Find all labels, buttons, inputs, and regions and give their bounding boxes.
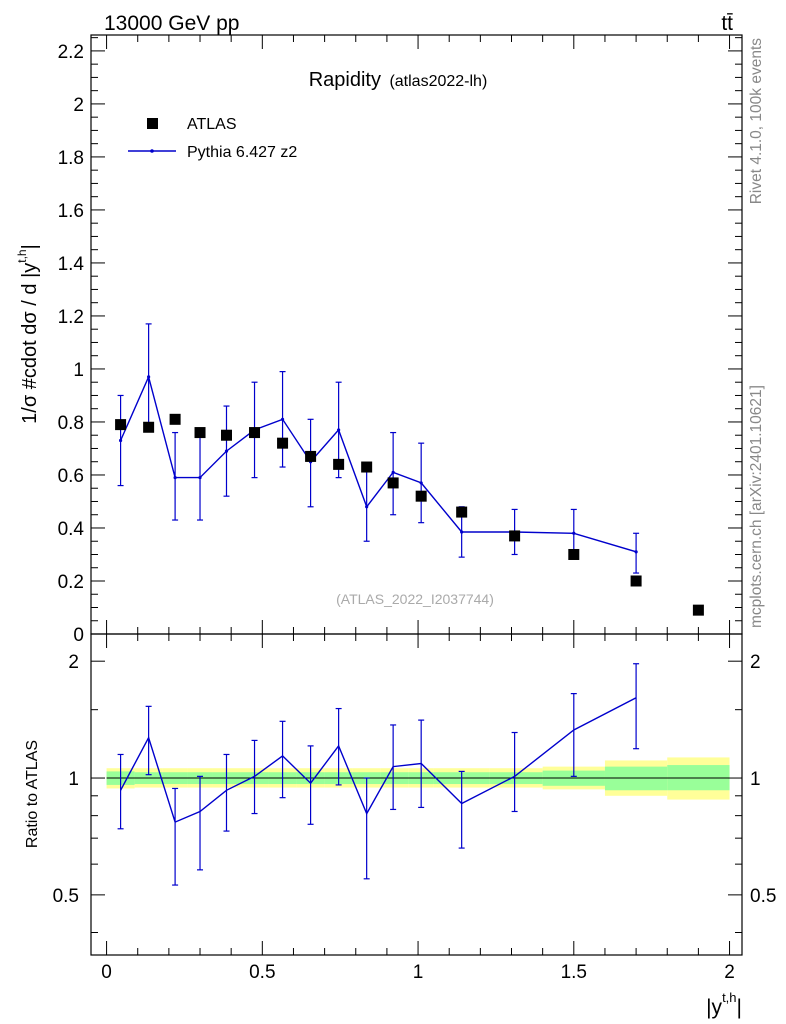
pythia-point xyxy=(365,505,369,509)
pythia-point xyxy=(147,375,151,379)
side-text-top: Rivet 4.1.0, 100k events xyxy=(748,38,765,205)
ratio-y-tick-label-right: 1 xyxy=(750,769,761,790)
watermark: (ATLAS_2022_I2037744) xyxy=(336,591,494,607)
chart-title-tag: (atlas2022-lh) xyxy=(389,73,487,90)
x-tick-label: 0 xyxy=(101,962,112,983)
pythia-point xyxy=(198,476,202,480)
main-y-label-main: 1/σ #cdot dσ / d |y xyxy=(19,263,41,424)
main-y-label: 1/σ #cdot dσ / d |yt,h| xyxy=(15,244,41,424)
main-y-tick-label: 1.8 xyxy=(58,148,84,169)
atlas-marker xyxy=(143,421,155,433)
pythia-point xyxy=(460,530,464,534)
ratio-y-tick-label-right: 0.5 xyxy=(750,886,776,907)
atlas-marker xyxy=(305,450,317,462)
atlas-marker xyxy=(387,477,399,489)
chart-title-main: Rapidity xyxy=(309,69,381,91)
atlas-marker xyxy=(333,458,345,470)
header-right: tt̄ xyxy=(721,12,733,35)
ratio-error-bars xyxy=(117,663,640,886)
x-axis-label-main: |y xyxy=(706,996,722,1019)
main-y-label-sup: t,h xyxy=(15,249,29,262)
atlas-marker xyxy=(509,530,521,542)
main-y-tick-labels: 0 0.2 0.4 0.6 0.8 1 1.2 1.4 1.6 1.8 2 2.2 xyxy=(58,42,85,646)
main-y-tick-label: 0.4 xyxy=(58,519,85,540)
main-y-tick-label: 1.6 xyxy=(58,201,84,222)
legend: ATLAS Pythia 6.427 z2 xyxy=(128,116,297,161)
x-axis-label-sup: t,h xyxy=(722,990,736,1005)
main-y-label-end: | xyxy=(19,244,41,249)
pythia-point xyxy=(634,550,638,554)
header-left: 13000 GeV pp xyxy=(104,12,239,35)
atlas-marker xyxy=(249,427,261,439)
main-y-tick-label: 2.2 xyxy=(58,42,84,63)
pythia-line xyxy=(119,374,637,553)
ratio-y-tick-label-left: 2 xyxy=(68,652,79,673)
main-y-tick-label: 0.8 xyxy=(58,413,84,434)
ratio-line xyxy=(119,697,637,824)
ratio-ticks xyxy=(91,634,742,955)
pythia-point xyxy=(572,531,576,535)
main-error-bars xyxy=(117,323,640,574)
main-y-tick-label: 1.2 xyxy=(58,307,84,328)
atlas-marker xyxy=(692,604,704,616)
x-axis-label: |yt,h| xyxy=(706,990,742,1019)
ratio-y-label: Ratio to ATLAS xyxy=(24,740,41,848)
legend-pythia-dot xyxy=(150,149,154,153)
pythia-point xyxy=(337,428,341,432)
atlas-marker xyxy=(169,413,181,425)
main-y-tick-label: 1 xyxy=(73,360,84,381)
atlas-marker xyxy=(194,427,206,439)
atlas-marker xyxy=(115,419,127,431)
legend-atlas-marker xyxy=(147,118,158,129)
x-axis-label-end: | xyxy=(737,996,742,1019)
pythia-point xyxy=(419,481,423,485)
atlas-marker xyxy=(568,548,580,560)
main-y-tick-label: 0.2 xyxy=(58,572,84,593)
x-tick-label: 1 xyxy=(413,962,424,983)
pythia-point xyxy=(224,449,229,453)
side-text-bottom: mcplots.cern.ch [arXiv:2401.10621] xyxy=(748,385,765,628)
atlas-marker xyxy=(361,461,373,473)
x-tick-label: 0.5 xyxy=(249,962,275,983)
ratio-y-tick-label-left: 1 xyxy=(68,769,79,790)
atlas-marker xyxy=(456,506,468,518)
main-panel: 0 0.2 0.4 0.6 0.8 1 1.2 1.4 1.6 1.8 2 2.2 Rapidity … xyxy=(15,34,743,646)
legend-atlas-label: ATLAS xyxy=(187,116,237,133)
atlas-marker xyxy=(220,429,232,441)
main-ticks xyxy=(91,35,742,635)
x-tick-labels: 0 0.5 1 1.5 2 xyxy=(101,962,735,983)
ratio-y-tick-label-left: 0.5 xyxy=(53,886,79,907)
atlas-markers xyxy=(115,413,704,616)
main-y-tick-label: 2 xyxy=(73,95,84,116)
ratio-panel: 0.5 0.5 1 1 2 2 0 0.5 1 1.5 2 Ratio to ATLAS |yt,… xyxy=(24,633,777,1019)
pythia-point xyxy=(280,417,285,421)
atlas-marker xyxy=(415,490,427,502)
main-y-tick-label: 0 xyxy=(73,625,84,646)
atlas-marker xyxy=(277,437,289,449)
atlas-marker xyxy=(630,575,642,587)
main-y-tick-label: 0.6 xyxy=(58,466,84,487)
x-tick-label: 1.5 xyxy=(561,962,587,983)
ratio-y-tick-label-right: 2 xyxy=(750,652,761,673)
ratio-y-tick-labels: 0.5 0.5 1 1 2 2 xyxy=(53,652,777,907)
x-tick-label: 2 xyxy=(724,962,735,983)
pythia-point xyxy=(173,476,177,480)
ratio-frame xyxy=(90,633,743,956)
legend-pythia-label: Pythia 6.427 z2 xyxy=(187,144,297,161)
chart-title: Rapidity (atlas2022-lh) xyxy=(309,69,488,91)
pythia-point xyxy=(391,470,395,474)
pythia-points xyxy=(118,375,638,554)
main-y-tick-label: 1.4 xyxy=(58,254,85,275)
pythia-point xyxy=(118,438,123,443)
